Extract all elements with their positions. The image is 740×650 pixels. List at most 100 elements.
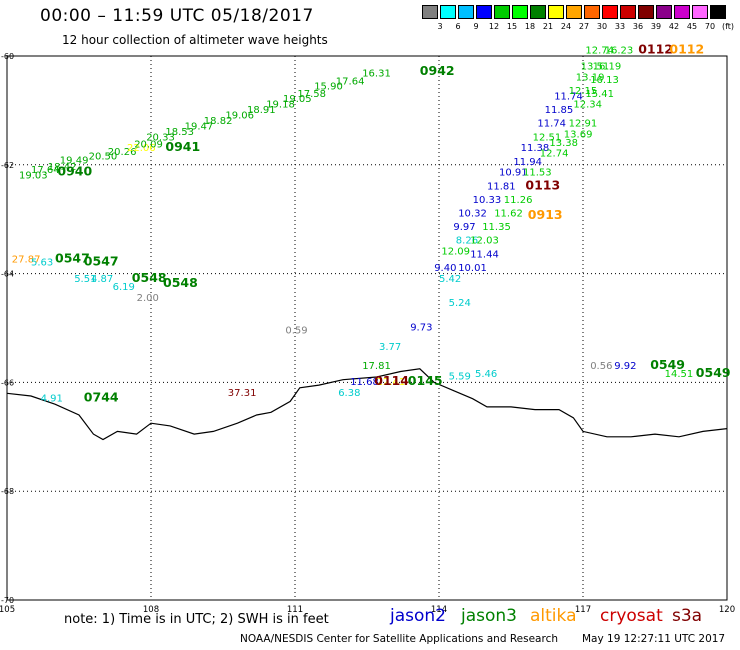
wave-height-label: 10.32 [458,208,487,219]
scale-swatch [566,5,582,19]
wave-height-label: 4.87 [91,274,113,285]
wave-height-label: 11.44 [470,249,499,260]
wave-height-label: 12.51 [533,132,562,143]
wave-height-label: 11.62 [494,208,523,219]
wave-height-label: 6.19 [113,282,135,293]
pass-time-label: 0547 [84,253,119,268]
wave-height-label: 13.38 [549,138,578,149]
scale-swatch [602,5,618,19]
wave-height-label: 18.42 [48,162,77,173]
wave-height-label: 11.53 [523,168,552,179]
wave-height-label: 5.42 [439,274,461,285]
scale-swatch [656,5,672,19]
scale-label: 18 [524,22,536,31]
wave-height-label: 0.56 [590,361,612,372]
wave-height-label: 19.49 [60,156,89,167]
scale-label: 42 [668,22,680,31]
wave-height-label: 11.68 [350,377,379,388]
satellite-legend-s3a: s3a [672,606,703,626]
lat-tick-label: -60 [1,52,14,61]
lon-tick-label: 108 [143,605,159,615]
wave-height-label: 3.77 [379,342,401,353]
wave-height-label: 5.59 [449,372,471,383]
scale-label: 24 [560,22,572,31]
scale-swatch [692,5,708,19]
wave-height-label: 18.53 [165,127,194,138]
lat-tick-label: -68 [1,487,14,496]
lon-tick-label: 111 [287,605,303,615]
wave-height-label: 13.69 [564,130,593,141]
wave-height-label: 17.81 [362,361,391,372]
pass-time-label: 0913 [528,207,563,222]
scale-label: 27 [578,22,590,31]
pass-time-label: 0549 [696,365,731,380]
wave-height-label: 11.85 [545,105,574,116]
wave-height-label: 19.18 [266,100,295,111]
credit-text: NOAA/NESDIS Center for Satellite Applica… [240,633,558,645]
wave-height-label: 10.91 [499,168,528,179]
scale-label: 30 [596,22,608,31]
map-title: 00:00 – 11:59 UTC 05/18/2017 [40,6,314,26]
wave-height-label: 4.91 [41,393,63,404]
wave-height-label: 5.51 [74,274,96,285]
wave-height-label: 22.41 [377,377,406,388]
wave-height-label: 12.03 [470,236,499,247]
wave-height-label: 5.24 [449,298,471,309]
pass-time-label: 0114 [374,373,409,388]
scale-label: 45 [686,22,698,31]
map-subtitle: 12 hour collection of altimeter wave hei… [62,33,328,47]
pass-time-label: 0547 [55,251,90,266]
wave-height-label: 6.38 [338,388,360,399]
wave-height-label: 19.47 [185,121,214,132]
wave-height-label: 12.15 [569,86,598,97]
scale-swatch [548,5,564,19]
lat-tick-label: -64 [1,270,14,279]
wave-height-label: 17.64 [336,76,365,87]
lat-lon-grid [6,55,728,601]
scale-swatch [458,5,474,19]
pass-time-label: 0113 [525,177,560,192]
wave-height-label: 18.82 [204,116,233,127]
wave-height-label: 8.26 [456,236,478,247]
wave-height-label: 16.19 [593,62,622,73]
wave-height-label: 9.73 [410,323,432,334]
scale-swatch [422,5,438,19]
wave-height-label: 16.23 [605,45,634,56]
wave-height-label: 16.31 [362,69,391,80]
wave-height-label: 27.87 [12,255,41,266]
pass-time-label: 0941 [165,139,200,154]
pass-time-label: 0112 [638,41,673,56]
wave-height-label: 19.06 [225,111,254,122]
scale-swatch [638,5,654,19]
pass-time-label: 0940 [57,164,92,179]
scale-swatch [620,5,636,19]
scale-swatch [674,5,690,19]
generation-timestamp: May 19 12:27:11 UTC 2017 [582,633,726,645]
wave-height-label: 12.91 [569,119,598,130]
wave-height-label: 13.51 [581,62,610,73]
wave-height-label: 11.35 [482,222,511,233]
scale-label: 33 [614,22,626,31]
lat-tick-label: -70 [1,596,14,605]
wave-height-label: 17.58 [297,89,326,100]
axis-labels-layer: 105 108 111 114 117 120 -60 -62 -64 -66 -68 -70 [0,52,735,615]
lat-tick-label: -62 [1,161,14,170]
wave-height-label: 12.74 [540,149,569,160]
scale-label: 36 [632,22,644,31]
wave-height-label: 5.46 [475,369,497,380]
wave-height-label: 11.94 [513,157,542,168]
pass-time-label: 0112 [669,41,704,56]
scale-label: 12 [488,22,500,31]
note-text: note: 1) Time is in UTC; 2) SWH is in fe… [64,612,329,627]
coastline-layer [6,368,728,441]
scale-label: 15 [506,22,518,31]
wave-height-label: 9.97 [453,222,475,233]
wave-height-label: 12.34 [573,100,602,111]
pass-time-label: 0548 [163,275,198,290]
wave-height-label: 9.92 [614,361,636,372]
scale-swatch [710,5,726,19]
scale-label: 9 [473,22,479,31]
